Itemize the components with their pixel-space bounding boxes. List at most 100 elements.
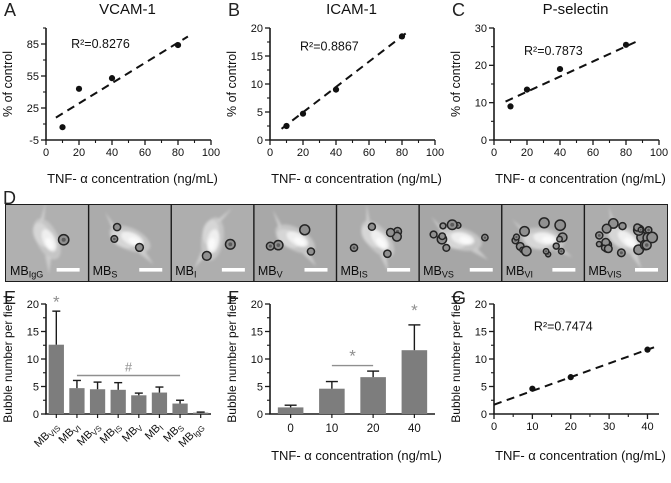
- microbubble: [556, 235, 564, 243]
- x-tick-label: 40: [641, 421, 653, 433]
- panel-letter-e: E: [4, 288, 17, 308]
- microbubble: [429, 230, 438, 239]
- scale-bar: [387, 268, 411, 272]
- x-tick-label: 20: [297, 147, 309, 159]
- cell-body: [32, 202, 61, 274]
- y-tick-label: 15: [475, 326, 487, 338]
- scale-bar: [552, 268, 576, 272]
- x-tick-label: 20: [521, 147, 533, 159]
- trend-line: [55, 35, 189, 119]
- microbubble: [306, 247, 316, 256]
- panel-a-title: VCAM-1: [99, 1, 156, 18]
- micrograph-tile: MBVS: [418, 205, 502, 281]
- scale-bar: [221, 268, 245, 272]
- x-tick-label: 60: [363, 147, 375, 159]
- x-axis-title: TNF- α concentration (ng/mL): [495, 171, 666, 186]
- x-tick-label: 60: [587, 147, 599, 159]
- x-axis-title: TNF- α concentration (ng/mL): [47, 171, 218, 186]
- data-point: [644, 346, 651, 353]
- r-squared-label: R²=0.8867: [300, 39, 359, 53]
- svg-text:MBV: MBV: [120, 420, 145, 445]
- microbubble: [520, 245, 532, 257]
- r-squared-label: R²=0.7474: [534, 319, 593, 333]
- y-tick-label: 0: [481, 409, 487, 421]
- bar: [401, 350, 428, 414]
- x-tick-label: 80: [620, 147, 632, 159]
- x-category-label: MBI: [143, 421, 166, 444]
- panel-a: A VCAM-1 -5 25 55 85 % of control TNF- α conc…: [0, 0, 223, 196]
- x-tick-label: 100: [426, 147, 444, 159]
- data-point: [299, 110, 307, 117]
- y-tick-label: 20: [475, 299, 487, 311]
- microbubble: [112, 222, 122, 232]
- microbubble: [538, 217, 550, 229]
- y-tick-label: 10: [27, 354, 39, 366]
- microbubble: [595, 240, 603, 248]
- microbubble: [552, 242, 560, 250]
- y-tick-label: 55: [27, 71, 39, 83]
- data-point: [622, 41, 630, 48]
- y-axis-title: Bubble number per field: [225, 295, 239, 422]
- panel-letter-d: D: [3, 188, 16, 208]
- micrograph-tile: MBIS: [335, 203, 420, 281]
- bar: [89, 389, 106, 414]
- data-point: [75, 85, 83, 92]
- x-category-label: 10: [325, 423, 338, 435]
- svg-text:MBI: MBI: [143, 421, 166, 444]
- microbubble: [439, 222, 447, 230]
- y-axis-title: % of control: [449, 51, 463, 117]
- y-tick-label: 0: [257, 135, 263, 147]
- microbubble: [519, 225, 530, 237]
- bar: [131, 395, 147, 414]
- y-tick-label: 5: [481, 381, 487, 393]
- microbubble: [201, 250, 212, 262]
- y-tick-label: -5: [29, 135, 39, 147]
- y-tick-label: 20: [251, 299, 263, 311]
- data-point: [523, 86, 531, 93]
- micrograph-tile: MBVIS: [583, 205, 667, 281]
- bubble-count-scatter-chart: 0 5 10 15 20 Bubble number per field TNF- α co…: [449, 295, 666, 463]
- significance-marker: *: [53, 292, 60, 311]
- panel-g: G 0 5 10 15 20 Bubble number per field TNF- α …: [448, 288, 671, 483]
- microbubble: [438, 232, 447, 241]
- microbubble: [554, 219, 567, 232]
- y-tick-label: 15: [251, 326, 263, 338]
- x-category-label: 0: [287, 423, 293, 435]
- microbubble: [607, 218, 619, 229]
- svg-text:MBIS: MBIS: [98, 421, 125, 448]
- y-tick-label: 20: [475, 60, 487, 72]
- x-category-label: MBIS: [98, 421, 125, 448]
- trend-line: [493, 345, 656, 406]
- scale-bar: [139, 268, 163, 272]
- micrograph-tile: MBVI: [501, 205, 585, 281]
- y-tick-label: 15: [251, 51, 263, 63]
- bar: [193, 412, 209, 414]
- bar: [319, 388, 345, 414]
- y-axis-title: % of control: [1, 51, 15, 117]
- micrograph-tile: MBV: [253, 205, 337, 281]
- significance-marker: #: [125, 360, 133, 375]
- r-squared-label: R²=0.7873: [524, 44, 583, 58]
- microbubble: [442, 243, 451, 252]
- panel-letter-b: B: [228, 0, 241, 20]
- micrograph-strip-svg: MBIgG MBS MBI MBV MBIS MBVS MBVI MBVIS: [6, 202, 667, 281]
- y-tick-label: 0: [481, 135, 487, 147]
- cell-body: [361, 203, 395, 272]
- trend-line: [505, 40, 637, 103]
- significance-marker: *: [411, 301, 418, 320]
- data-point: [567, 374, 574, 381]
- y-tick-label: 5: [257, 381, 263, 393]
- x-tick-label: 0: [491, 421, 497, 433]
- panel-e: E 0 5 10 15 20 Bubble number per field MBVIS MB…: [0, 288, 223, 483]
- microbubble: [367, 222, 377, 232]
- micrograph-label: MBIS: [341, 264, 368, 280]
- micrograph-label: MBIgG: [10, 264, 43, 280]
- panel-letter-c: C: [452, 0, 465, 20]
- x-tick-label: 80: [396, 147, 408, 159]
- y-tick-label: 15: [27, 326, 39, 338]
- y-axis-title: Bubble number per field: [1, 295, 15, 422]
- y-tick-label: 30: [475, 23, 487, 35]
- y-tick-label: 5: [33, 381, 39, 393]
